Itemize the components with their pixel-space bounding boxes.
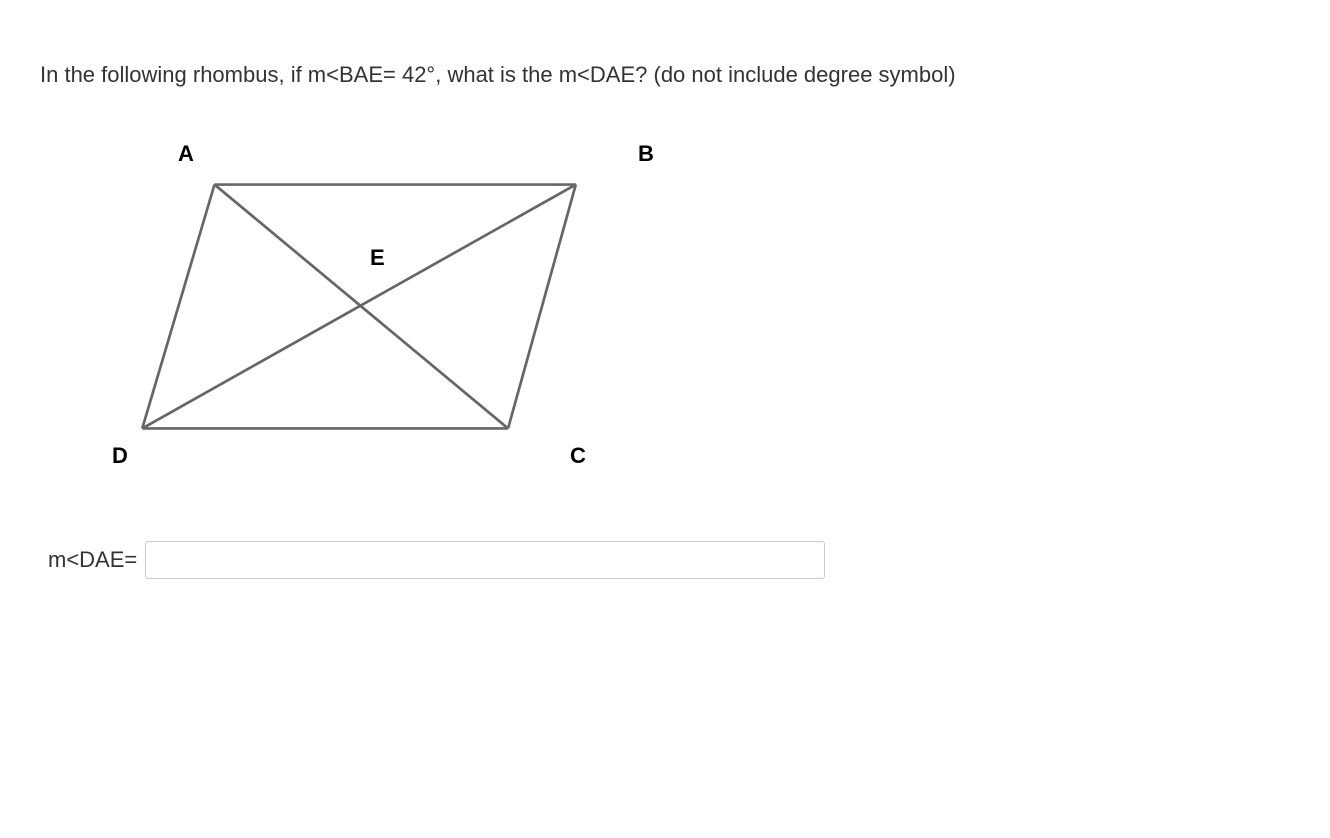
diagram-container: A B D C E [70,141,1290,481]
vertex-label-c: C [570,443,586,469]
rhombus-svg [70,141,630,481]
vertex-label-d: D [112,443,128,469]
rhombus-diagram: A B D C E [70,141,630,481]
question-text: In the following rhombus, if m<BAE= 42°,… [40,60,1290,91]
diagonal-bd [142,184,576,428]
vertex-label-a: A [178,141,194,167]
answer-input[interactable] [145,541,825,579]
answer-row: m<DAE= [48,541,1290,579]
side-bc [508,184,576,428]
vertex-label-e: E [370,245,385,271]
side-da [142,184,214,428]
answer-label: m<DAE= [48,547,137,573]
vertex-label-b: B [638,141,654,167]
